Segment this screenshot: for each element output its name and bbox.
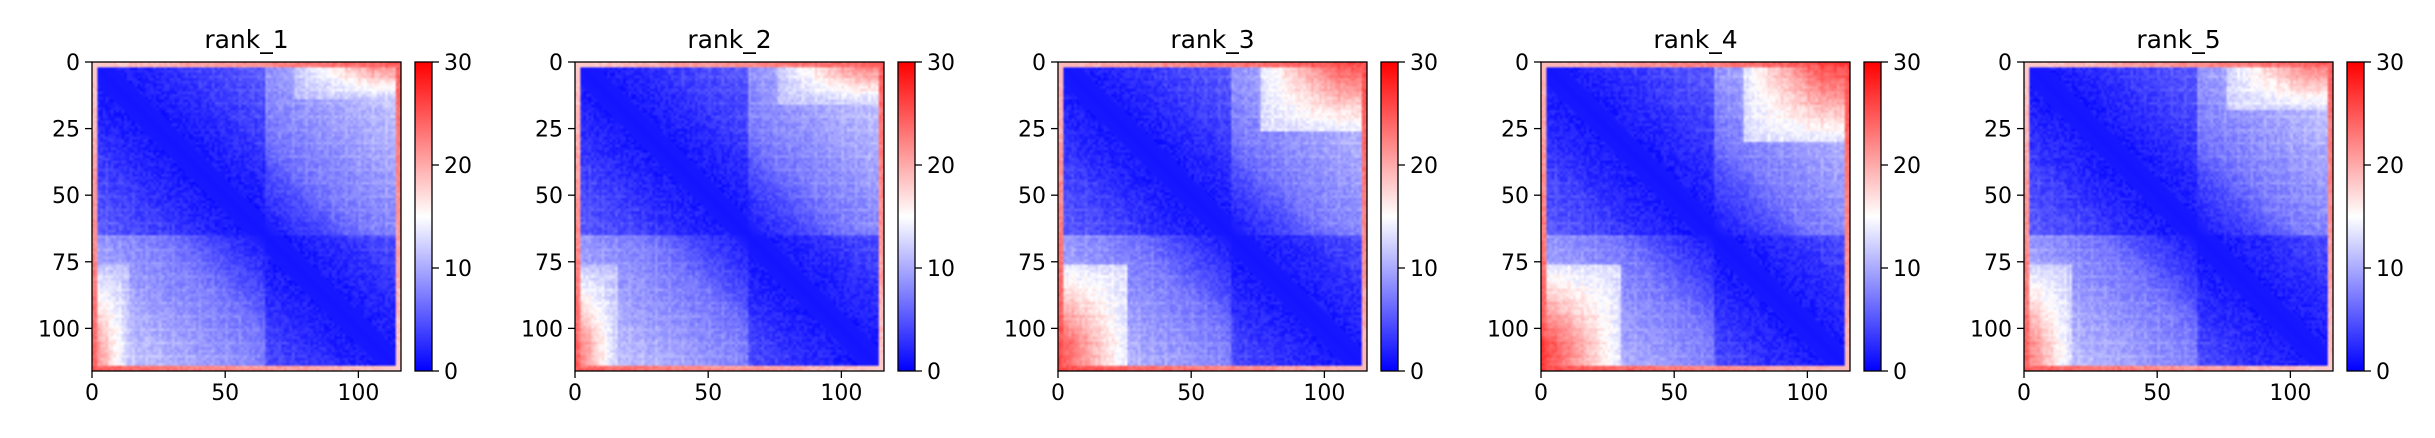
x-tick-label: 50 — [211, 381, 239, 406]
y-tick-label: 75 — [535, 251, 563, 276]
y-tick-label: 25 — [535, 118, 563, 143]
colorbar-tick-label: 30 — [927, 51, 955, 76]
panel-title: rank_1 — [204, 25, 288, 54]
plot-frame — [2023, 61, 2334, 372]
plot-frame — [1057, 61, 1368, 372]
y-tick-label: 50 — [52, 184, 80, 209]
y-tick-label: 75 — [1984, 251, 2012, 276]
x-tick-label: 50 — [694, 381, 722, 406]
colorbar-tick-label: 30 — [1893, 51, 1921, 76]
colorbar-tick-label: 20 — [2376, 154, 2404, 179]
y-tick-label: 0 — [1515, 51, 1529, 76]
y-tick-label: 0 — [549, 51, 563, 76]
heatmap-image — [1541, 62, 1850, 371]
colorbar-tick-label: 10 — [444, 257, 472, 282]
x-tick-label: 0 — [1534, 381, 1548, 406]
y-tick-label: 25 — [1501, 118, 1529, 143]
colorbar-tick-label: 10 — [1893, 257, 1921, 282]
x-tick-label: 0 — [85, 381, 99, 406]
colorbar-tick-label: 20 — [1410, 154, 1438, 179]
y-tick-label: 100 — [1487, 317, 1529, 342]
colorbar-tick-label: 10 — [1410, 257, 1438, 282]
heatmap-panel-4: rank_4 0 50 100 0 25 50 75 100 0 10 20 30 — [1487, 25, 1921, 406]
y-tick-label: 25 — [52, 118, 80, 143]
colorbar-tick-label: 10 — [2376, 257, 2404, 282]
colorbar — [1380, 61, 1399, 372]
x-tick-label: 100 — [820, 381, 862, 406]
plot-frame — [1540, 61, 1851, 372]
heatmap-image — [2024, 62, 2333, 371]
colorbar-tick-label: 30 — [1410, 51, 1438, 76]
x-tick-label: 100 — [337, 381, 379, 406]
colorbar-tick-label: 30 — [2376, 51, 2404, 76]
x-tick-label: 0 — [568, 381, 582, 406]
y-tick-label: 25 — [1018, 118, 1046, 143]
x-tick-label: 50 — [1177, 381, 1205, 406]
colorbar — [1863, 61, 1882, 372]
y-tick-label: 0 — [66, 51, 80, 76]
y-tick-label: 75 — [1501, 251, 1529, 276]
heatmap-panel-1: rank_1 0 50 100 0 25 50 75 100 0 10 20 30 — [38, 25, 472, 406]
panel-title: rank_4 — [1653, 25, 1737, 54]
y-tick-label: 75 — [52, 251, 80, 276]
colorbar-tick-label: 10 — [927, 257, 955, 282]
colorbar-tick-label: 0 — [444, 360, 458, 385]
colorbar-tick-label: 0 — [1893, 360, 1907, 385]
heatmap-image — [1058, 62, 1367, 371]
plot-frame — [574, 61, 885, 372]
colorbar — [414, 61, 433, 372]
colorbar-tick-label: 30 — [444, 51, 472, 76]
y-tick-label: 75 — [1018, 251, 1046, 276]
plot-frame — [91, 61, 402, 372]
colorbar — [2346, 61, 2365, 372]
y-tick-label: 0 — [1032, 51, 1046, 76]
y-tick-label: 25 — [1984, 118, 2012, 143]
x-tick-label: 50 — [2143, 381, 2171, 406]
colorbar-tick-label: 0 — [1410, 360, 1424, 385]
x-tick-label: 100 — [1786, 381, 1828, 406]
colorbar — [897, 61, 916, 372]
heatmap-image — [92, 62, 401, 371]
x-tick-label: 0 — [2017, 381, 2031, 406]
y-tick-label: 100 — [1004, 317, 1046, 342]
y-tick-label: 50 — [535, 184, 563, 209]
colorbar-tick-label: 20 — [1893, 154, 1921, 179]
y-tick-label: 100 — [1970, 317, 2012, 342]
panel-title: rank_5 — [2136, 25, 2220, 54]
heatmap-panel-5: rank_5 0 50 100 0 25 50 75 100 0 10 20 30 — [1970, 25, 2404, 406]
y-tick-label: 50 — [1018, 184, 1046, 209]
x-tick-label: 100 — [2269, 381, 2311, 406]
colorbar-tick-label: 20 — [927, 154, 955, 179]
x-tick-label: 100 — [1303, 381, 1345, 406]
panel-title: rank_3 — [1170, 25, 1254, 54]
y-tick-label: 0 — [1998, 51, 2012, 76]
heatmap-image — [575, 62, 884, 371]
colorbar-tick-label: 0 — [927, 360, 941, 385]
y-tick-label: 50 — [1984, 184, 2012, 209]
y-tick-label: 100 — [521, 317, 563, 342]
panel-title: rank_2 — [687, 25, 771, 54]
y-tick-label: 100 — [38, 317, 80, 342]
heatmap-panel-3: rank_3 0 50 100 0 25 50 75 100 0 10 20 30 — [1004, 25, 1438, 406]
colorbar-tick-label: 20 — [444, 154, 472, 179]
y-tick-label: 50 — [1501, 184, 1529, 209]
heatmap-panel-2: rank_2 0 50 100 0 25 50 75 100 0 10 20 30 — [521, 25, 955, 406]
x-tick-label: 0 — [1051, 381, 1065, 406]
colorbar-tick-label: 0 — [2376, 360, 2390, 385]
x-tick-label: 50 — [1660, 381, 1688, 406]
